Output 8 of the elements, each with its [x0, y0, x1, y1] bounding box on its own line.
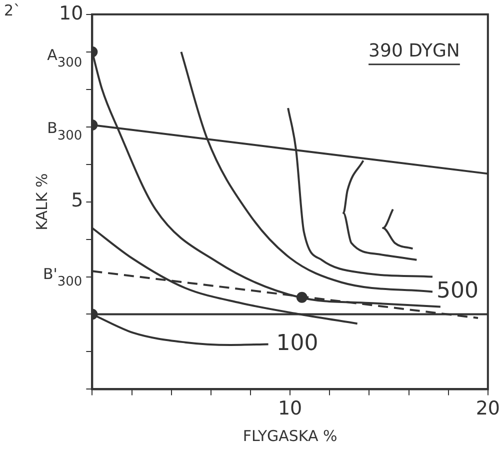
y-tick-label: 5: [71, 190, 84, 212]
x-axis-title: FLYGASKA %: [242, 426, 338, 445]
x-tick-label: 20: [476, 398, 500, 420]
y-axis-title: KALK %: [32, 173, 51, 230]
text: 2`: [4, 1, 22, 20]
annotation: 100: [276, 330, 318, 356]
annotation: 500: [436, 278, 479, 304]
text: 390 DYGN: [368, 40, 460, 62]
